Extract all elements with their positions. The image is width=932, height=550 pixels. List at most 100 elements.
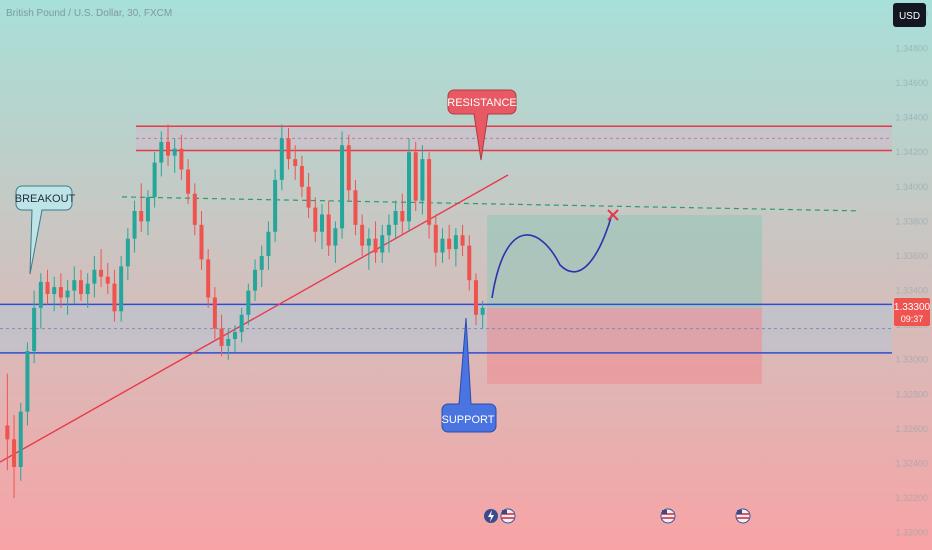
rising-trendline bbox=[0, 174, 509, 463]
candle-body bbox=[306, 186, 311, 208]
us-flag-event-icon[interactable] bbox=[660, 508, 676, 524]
candle-body bbox=[239, 314, 244, 333]
candle-body bbox=[286, 138, 291, 160]
candle-body bbox=[5, 425, 10, 440]
candle-body bbox=[45, 281, 50, 295]
candle-body bbox=[25, 351, 30, 412]
candle-body bbox=[293, 159, 298, 167]
candle-body bbox=[78, 280, 83, 295]
breakout-label: BREAKOUT bbox=[15, 193, 76, 205]
candle-body bbox=[119, 266, 124, 312]
candles-group bbox=[5, 124, 485, 499]
candle-body bbox=[32, 307, 37, 352]
candle-body bbox=[433, 224, 438, 253]
candle-body bbox=[333, 228, 338, 246]
candle-body bbox=[125, 238, 130, 267]
candle-body bbox=[440, 238, 445, 253]
price-axis-label: 1.32800 bbox=[895, 389, 928, 399]
price-axis-label: 1.33000 bbox=[895, 355, 928, 365]
us-flag-event-icon[interactable] bbox=[735, 508, 751, 524]
candle-body bbox=[159, 141, 164, 163]
candle-body bbox=[400, 211, 405, 222]
candle-body bbox=[65, 290, 70, 298]
candle-body bbox=[393, 211, 398, 225]
candle-body bbox=[105, 276, 110, 284]
candle-body bbox=[413, 152, 418, 201]
candle-body bbox=[199, 224, 204, 260]
price-axis-label: 1.32400 bbox=[895, 459, 928, 469]
candle-body bbox=[112, 283, 117, 312]
candle-countdown: 09:37 bbox=[901, 314, 924, 324]
candle-body bbox=[92, 269, 97, 284]
candle-body bbox=[427, 159, 432, 225]
candle-body bbox=[85, 283, 90, 295]
candle-body bbox=[172, 148, 177, 156]
candle-body bbox=[18, 411, 23, 467]
candle-body bbox=[340, 145, 345, 229]
price-axis-label: 1.33400 bbox=[895, 286, 928, 296]
currency-button-label: USD bbox=[899, 11, 920, 22]
candle-body bbox=[132, 211, 137, 239]
candle-body bbox=[212, 297, 217, 329]
target-box bbox=[487, 215, 762, 308]
price-axis-label: 1.34400 bbox=[895, 113, 928, 123]
price-axis-label: 1.34000 bbox=[895, 182, 928, 192]
candle-body bbox=[52, 287, 57, 295]
price-axis-label: 1.33600 bbox=[895, 251, 928, 261]
candle-body bbox=[373, 238, 378, 253]
candle-body bbox=[232, 332, 237, 339]
candle-body bbox=[38, 281, 43, 308]
lightning-event-icon[interactable] bbox=[484, 509, 498, 523]
price-axis-label: 1.34200 bbox=[895, 147, 928, 157]
candle-body bbox=[246, 290, 251, 315]
support-label: SUPPORT bbox=[442, 414, 495, 426]
candle-body bbox=[299, 166, 304, 187]
candle-body bbox=[366, 238, 371, 246]
current-price-value: 1.33300 bbox=[894, 302, 931, 313]
candle-body bbox=[58, 287, 63, 298]
candle-body bbox=[253, 269, 258, 291]
candle-body bbox=[145, 197, 150, 222]
candle-body bbox=[206, 259, 211, 298]
candle-body bbox=[346, 145, 351, 191]
candle-body bbox=[273, 179, 278, 232]
candle-body bbox=[179, 148, 184, 170]
candle-body bbox=[353, 190, 358, 225]
target-x-icon bbox=[607, 209, 619, 221]
resistance-label: RESISTANCE bbox=[447, 97, 516, 109]
candle-body bbox=[453, 235, 458, 250]
candle-body bbox=[313, 207, 318, 232]
projected-path bbox=[491, 213, 613, 299]
price-axis-label: 1.34600 bbox=[895, 78, 928, 88]
candle-body bbox=[420, 159, 425, 201]
us-flag-event-icon[interactable] bbox=[500, 508, 516, 524]
candle-body bbox=[447, 238, 452, 250]
dashed-level-line bbox=[121, 196, 861, 212]
price-axis-label: 1.34800 bbox=[895, 43, 928, 53]
candle-body bbox=[226, 338, 231, 346]
resistance-callout[interactable]: RESISTANCE bbox=[447, 89, 517, 161]
candle-body bbox=[407, 152, 412, 222]
candle-body bbox=[259, 255, 264, 270]
candle-body bbox=[152, 162, 157, 198]
breakout-callout[interactable]: BREAKOUT bbox=[15, 185, 76, 275]
candle-body bbox=[473, 280, 478, 315]
price-axis-label: 1.33800 bbox=[895, 216, 928, 226]
price-axis-label: 1.32200 bbox=[895, 493, 928, 503]
symbol-title: British Pound / U.S. Dollar, 30, FXCM bbox=[6, 8, 172, 19]
price-axis-label: 1.32000 bbox=[895, 528, 928, 538]
candle-body bbox=[467, 245, 472, 281]
support-callout[interactable]: SUPPORT bbox=[441, 317, 497, 433]
candle-body bbox=[380, 235, 385, 253]
candle-body bbox=[460, 235, 465, 246]
candle-body bbox=[139, 211, 144, 222]
currency-button[interactable]: USD bbox=[893, 3, 926, 27]
candle-body bbox=[266, 231, 271, 256]
price-axis-label: 1.32600 bbox=[895, 424, 928, 434]
candle-body bbox=[360, 224, 365, 246]
candle-body bbox=[279, 138, 284, 180]
candle-body bbox=[326, 214, 331, 246]
candle-body bbox=[386, 224, 391, 236]
